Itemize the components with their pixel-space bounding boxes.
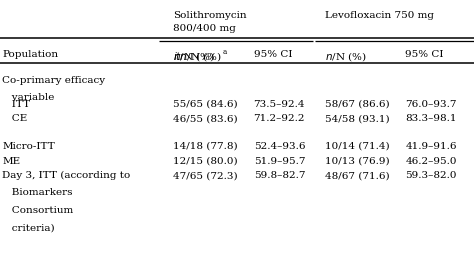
Text: a: a xyxy=(223,48,227,56)
Text: 14/18 (77.8): 14/18 (77.8) xyxy=(173,142,237,151)
Text: 51.9–95.7: 51.9–95.7 xyxy=(254,157,305,165)
Text: 41.9–91.6: 41.9–91.6 xyxy=(405,142,457,151)
Text: 59.8–82.7: 59.8–82.7 xyxy=(254,171,305,180)
Text: 52.4–93.6: 52.4–93.6 xyxy=(254,142,305,151)
Text: 95% CI: 95% CI xyxy=(405,50,444,59)
Text: 54/58 (93.1): 54/58 (93.1) xyxy=(325,114,389,123)
Text: 59.3–82.0: 59.3–82.0 xyxy=(405,171,457,180)
Text: 95% CI: 95% CI xyxy=(254,50,292,59)
Text: 55/65 (84.6): 55/65 (84.6) xyxy=(173,100,237,109)
Text: 800/400 mg: 800/400 mg xyxy=(173,24,236,33)
Text: 76.0–93.7: 76.0–93.7 xyxy=(405,100,457,109)
Text: 73.5–92.4: 73.5–92.4 xyxy=(254,100,305,109)
Text: Biomarkers: Biomarkers xyxy=(2,188,73,197)
Text: 10/14 (71.4): 10/14 (71.4) xyxy=(325,142,389,151)
Text: Levofloxacin 750 mg: Levofloxacin 750 mg xyxy=(325,11,434,20)
Text: 46/55 (83.6): 46/55 (83.6) xyxy=(173,114,237,123)
Text: criteria): criteria) xyxy=(2,223,55,232)
Text: 58/67 (86.6): 58/67 (86.6) xyxy=(325,100,389,109)
Text: Day 3, ITT (according to: Day 3, ITT (according to xyxy=(2,171,131,180)
Text: ME: ME xyxy=(2,157,20,165)
Text: Co-primary efficacy: Co-primary efficacy xyxy=(2,76,106,85)
Text: 83.3–98.1: 83.3–98.1 xyxy=(405,114,457,123)
Text: Solithromycin: Solithromycin xyxy=(173,11,246,20)
Text: variable: variable xyxy=(2,93,55,102)
Text: $\mathit{n}$/N (%): $\mathit{n}$/N (%) xyxy=(173,50,215,63)
Text: 12/15 (80.0): 12/15 (80.0) xyxy=(173,157,237,165)
Text: 48/67 (71.6): 48/67 (71.6) xyxy=(325,171,389,180)
Text: CE: CE xyxy=(2,114,27,123)
Text: $it{n}$/N (%): $it{n}$/N (%) xyxy=(173,50,222,63)
Text: Consortium: Consortium xyxy=(2,206,73,215)
Text: 47/65 (72.3): 47/65 (72.3) xyxy=(173,171,237,180)
Text: Population: Population xyxy=(2,50,58,59)
Text: 10/13 (76.9): 10/13 (76.9) xyxy=(325,157,389,165)
Text: ITT: ITT xyxy=(2,100,30,109)
Text: 46.2–95.0: 46.2–95.0 xyxy=(405,157,457,165)
Text: 71.2–92.2: 71.2–92.2 xyxy=(254,114,305,123)
Text: $\mathit{n}$/N (%): $\mathit{n}$/N (%) xyxy=(325,50,366,63)
Text: Micro-ITT: Micro-ITT xyxy=(2,142,55,151)
